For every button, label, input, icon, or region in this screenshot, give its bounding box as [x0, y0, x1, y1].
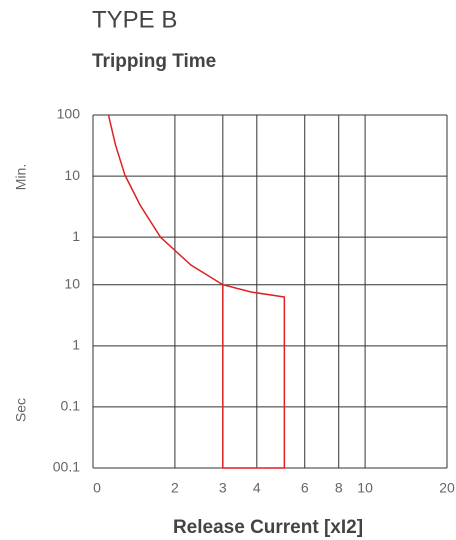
x-tick-label: 10	[357, 480, 373, 496]
x-tick-label: 0	[93, 480, 101, 496]
x-tick-label: 8	[335, 480, 343, 496]
tripping-curve	[107, 114, 286, 469]
x-tick-label: 6	[301, 480, 309, 496]
y-axis-label: Min.	[13, 164, 29, 190]
x-tick-label: 20	[439, 480, 455, 496]
x-tick-label: 2	[171, 480, 179, 496]
y-tick-label: 1	[72, 337, 80, 353]
x-tick-label: 4	[253, 480, 261, 496]
y-tick-label: 100	[57, 106, 81, 122]
y-tick-label: 10	[64, 275, 80, 291]
chart-title: TYPE B	[92, 6, 177, 33]
x-axis-label: Release Current [xI2]	[173, 517, 363, 538]
y-tick-label: 00.1	[53, 459, 80, 475]
y-tick-label: 0.1	[61, 398, 81, 414]
x-tick-label: 3	[219, 480, 227, 496]
y-tick-label: 1	[72, 228, 80, 244]
y-axis-label: Sec	[13, 398, 29, 422]
y-tick-label: 10	[64, 167, 80, 183]
chart-subtitle: Tripping Time	[92, 51, 216, 72]
